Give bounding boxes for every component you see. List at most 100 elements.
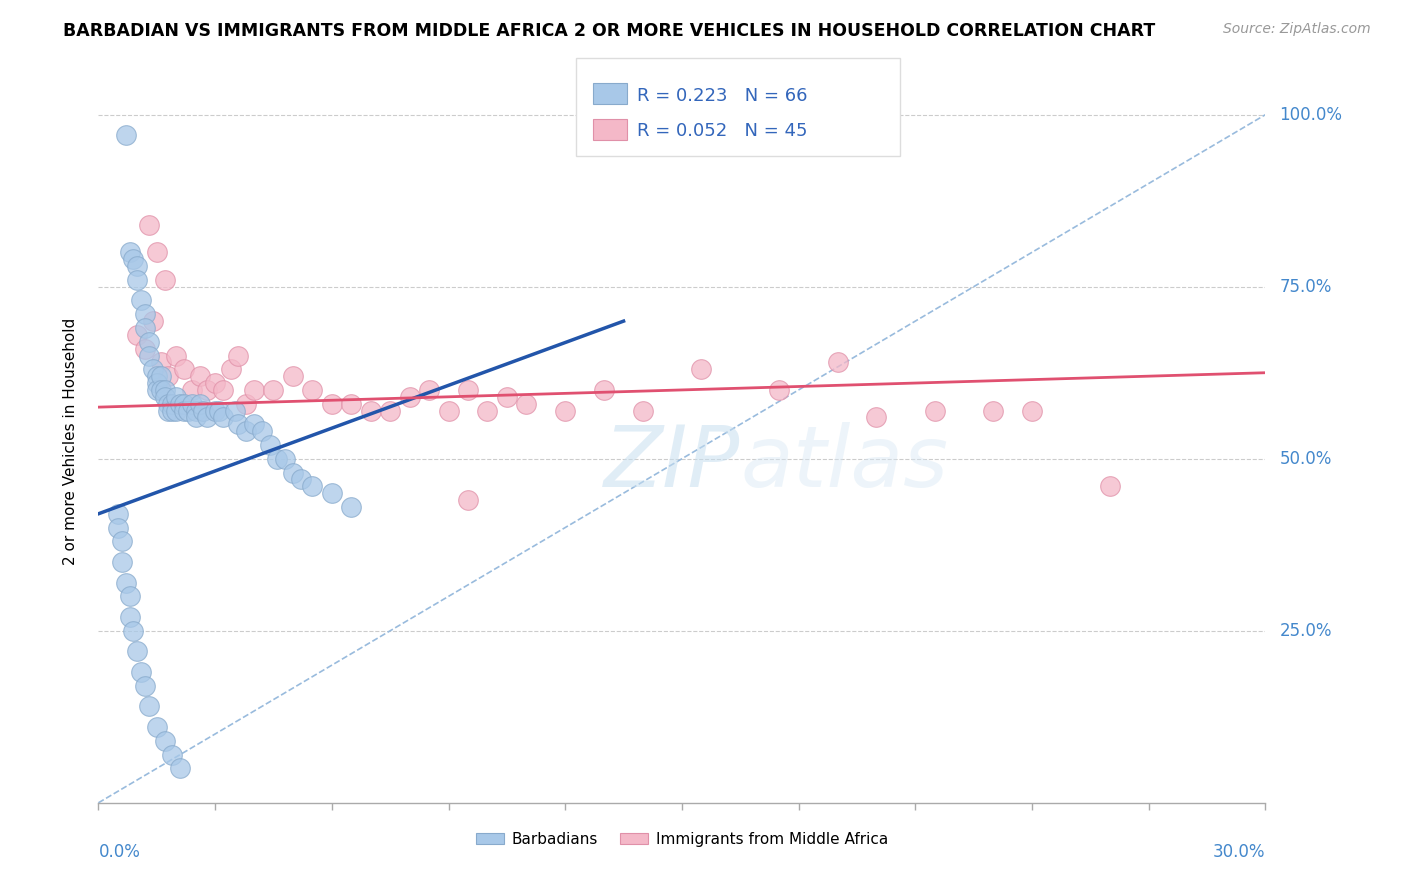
- Point: [122, 252, 145, 267]
- Point: [235, 424, 257, 438]
- Point: [127, 259, 149, 273]
- Point: [398, 390, 420, 404]
- Point: [146, 376, 169, 390]
- Point: [184, 410, 207, 425]
- Point: [195, 410, 218, 425]
- Point: [173, 362, 195, 376]
- Point: [134, 321, 156, 335]
- Point: [228, 417, 250, 432]
- Point: [193, 403, 215, 417]
- Point: [321, 486, 343, 500]
- Point: [111, 534, 134, 549]
- Point: [142, 314, 165, 328]
- Point: [437, 403, 460, 417]
- Point: [173, 403, 195, 417]
- Text: 100.0%: 100.0%: [1279, 105, 1343, 124]
- Point: [162, 747, 184, 762]
- Point: [127, 273, 149, 287]
- Point: [496, 390, 519, 404]
- Point: [281, 466, 304, 480]
- Point: [212, 383, 235, 397]
- Point: [224, 403, 246, 417]
- Point: [243, 417, 266, 432]
- Point: [281, 369, 304, 384]
- Point: [146, 369, 169, 384]
- Point: [340, 500, 363, 514]
- Legend: Barbadians, Immigrants from Middle Africa: Barbadians, Immigrants from Middle Afric…: [470, 826, 894, 853]
- Point: [360, 403, 382, 417]
- Point: [114, 128, 136, 143]
- Point: [924, 403, 946, 417]
- Point: [153, 383, 176, 397]
- Point: [153, 390, 176, 404]
- Point: [457, 383, 479, 397]
- Point: [477, 403, 499, 417]
- Point: [118, 590, 141, 604]
- Point: [149, 355, 172, 369]
- Y-axis label: 2 or more Vehicles in Household: 2 or more Vehicles in Household: [63, 318, 77, 566]
- Point: [259, 438, 281, 452]
- Point: [228, 349, 250, 363]
- Point: [554, 403, 576, 417]
- Point: [157, 397, 180, 411]
- Point: [138, 218, 160, 232]
- Point: [212, 410, 235, 425]
- Point: [690, 362, 713, 376]
- Point: [180, 397, 202, 411]
- Text: R = 0.052   N = 45: R = 0.052 N = 45: [637, 122, 807, 140]
- Point: [235, 397, 257, 411]
- Text: R = 0.223   N = 66: R = 0.223 N = 66: [637, 87, 807, 104]
- Point: [593, 383, 616, 397]
- Point: [134, 679, 156, 693]
- Point: [180, 383, 202, 397]
- Point: [219, 362, 242, 376]
- Point: [169, 761, 191, 775]
- Point: [146, 383, 169, 397]
- Point: [981, 403, 1004, 417]
- Point: [138, 334, 160, 349]
- Point: [195, 383, 218, 397]
- Point: [165, 403, 187, 417]
- Point: [169, 397, 191, 411]
- Point: [301, 479, 323, 493]
- Point: [321, 397, 343, 411]
- Point: [418, 383, 440, 397]
- Point: [1098, 479, 1121, 493]
- Point: [188, 397, 211, 411]
- Point: [290, 472, 312, 486]
- Point: [134, 342, 156, 356]
- Point: [149, 383, 172, 397]
- Point: [107, 507, 129, 521]
- Point: [184, 403, 207, 417]
- Point: [146, 720, 169, 734]
- Point: [380, 403, 402, 417]
- Point: [149, 369, 172, 384]
- Point: [515, 397, 537, 411]
- Point: [250, 424, 273, 438]
- Point: [127, 644, 149, 658]
- Text: BARBADIAN VS IMMIGRANTS FROM MIDDLE AFRICA 2 OR MORE VEHICLES IN HOUSEHOLD CORRE: BARBADIAN VS IMMIGRANTS FROM MIDDLE AFRI…: [63, 22, 1156, 40]
- Point: [1021, 403, 1043, 417]
- Point: [266, 451, 288, 466]
- Point: [827, 355, 849, 369]
- Point: [188, 369, 211, 384]
- Point: [138, 699, 160, 714]
- Point: [457, 493, 479, 508]
- Point: [157, 403, 180, 417]
- Point: [865, 410, 887, 425]
- Point: [129, 665, 152, 679]
- Point: [204, 403, 226, 417]
- Text: ZIP: ZIP: [605, 422, 741, 505]
- Point: [153, 734, 176, 748]
- Point: [208, 403, 231, 417]
- Point: [157, 369, 180, 384]
- Point: [114, 575, 136, 590]
- Point: [122, 624, 145, 638]
- Point: [111, 555, 134, 569]
- Text: 0.0%: 0.0%: [98, 843, 141, 861]
- Point: [118, 245, 141, 260]
- Point: [146, 245, 169, 260]
- Text: 75.0%: 75.0%: [1279, 277, 1331, 296]
- Point: [340, 397, 363, 411]
- Point: [162, 397, 184, 411]
